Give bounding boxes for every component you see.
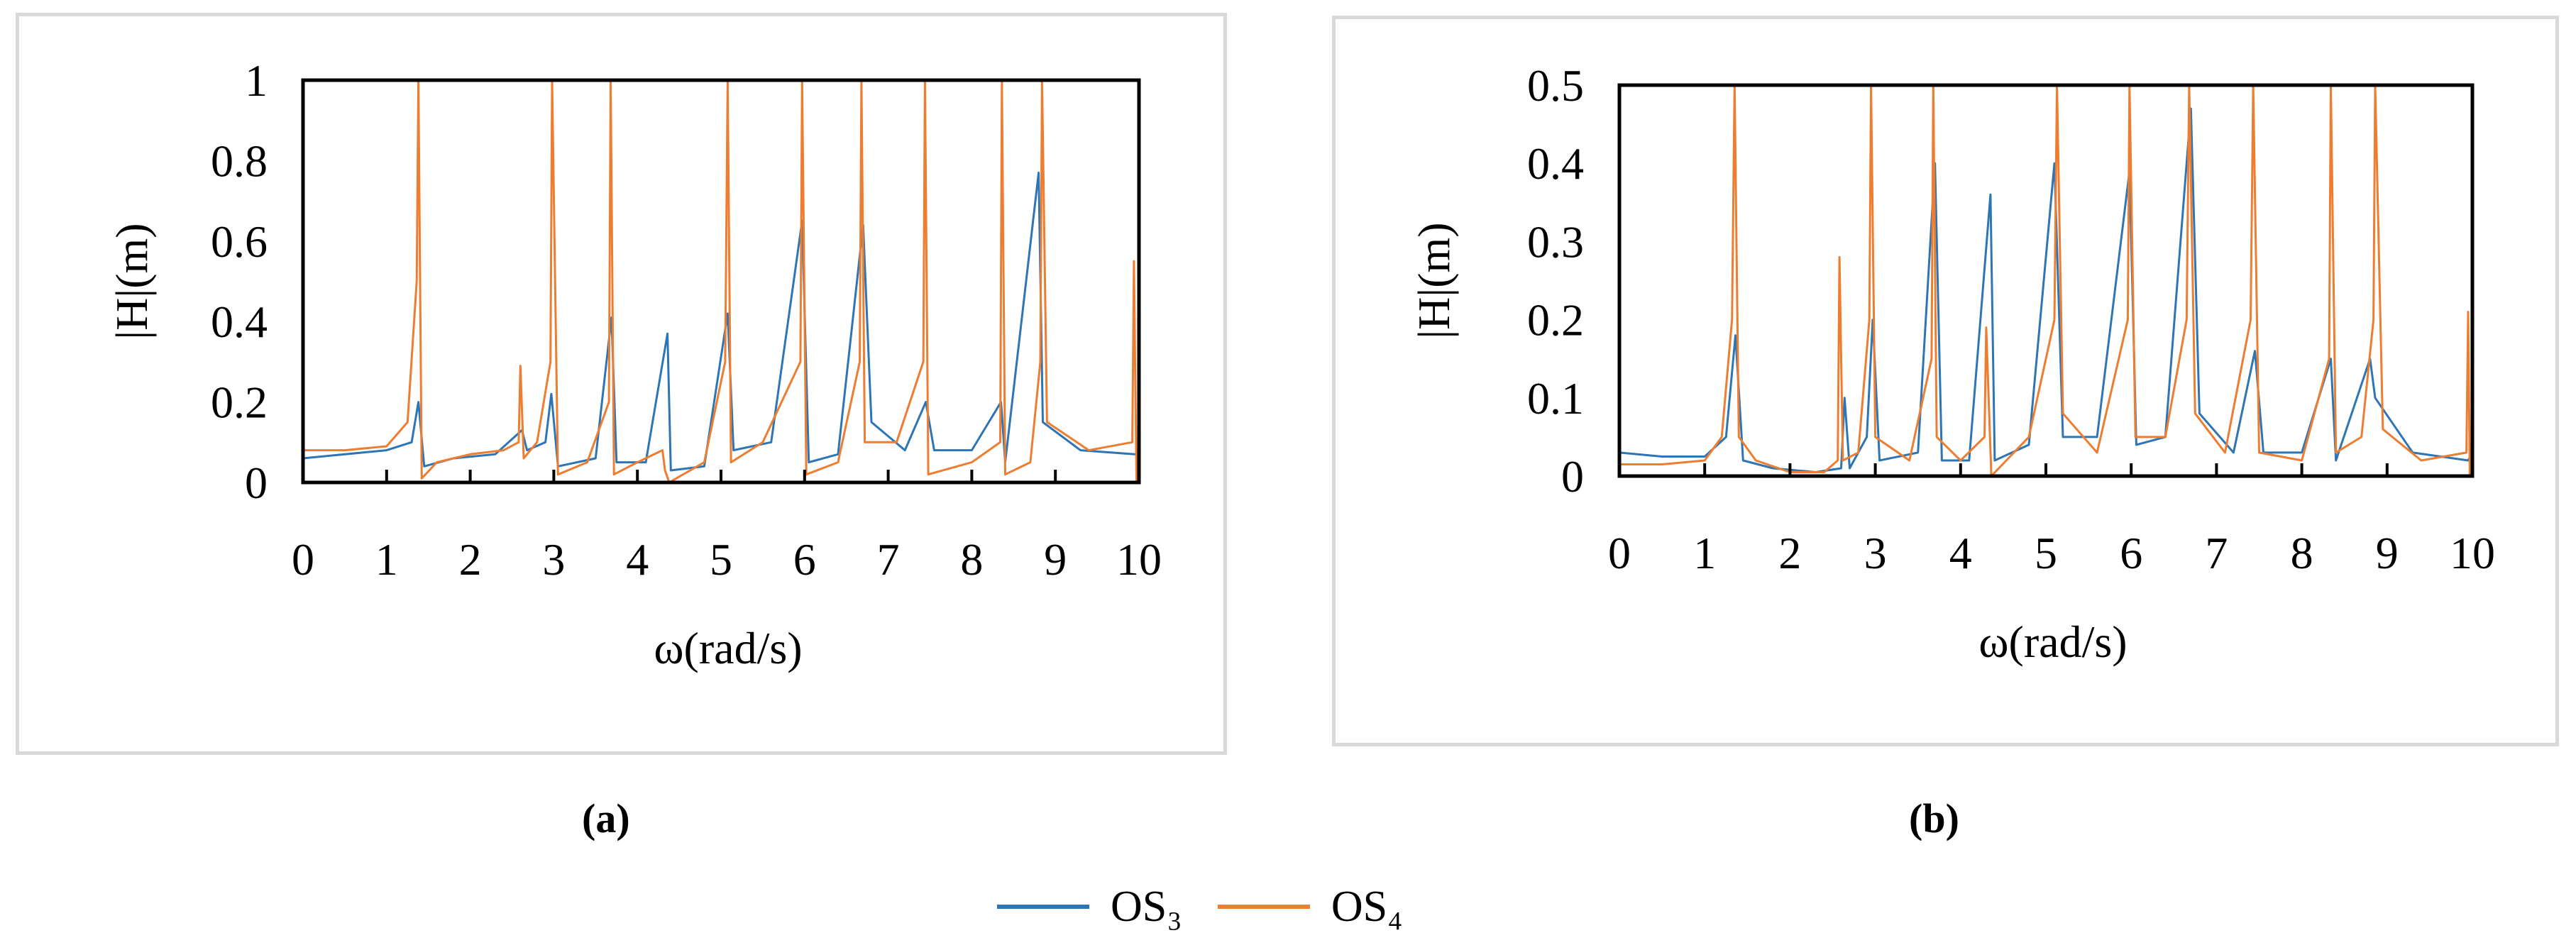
x-tick-label: 2	[459, 534, 482, 585]
y-axis-label: |H|(m)	[106, 223, 157, 339]
x-tick-label: 0	[292, 534, 314, 585]
series-line-os3	[1619, 107, 2474, 473]
x-tick-label: 5	[2035, 528, 2057, 578]
x-tick-label: 3	[542, 534, 565, 585]
x-tick-label: 6	[2120, 528, 2142, 578]
x-tick-label: 4	[626, 534, 649, 585]
y-tick-label: 0	[245, 458, 268, 508]
x-tick-label: 5	[710, 534, 732, 585]
y-tick-label: 0.1	[1527, 373, 1584, 424]
series-line-os4	[303, 79, 1140, 484]
legend-label-os3: OS₃	[1111, 882, 1182, 931]
x-tick-label: 10	[2450, 528, 2495, 578]
chart-a: 0 1 2 3 4 5 6 7 8 9 10 0 0.2 0.4 0.6 0.8 1 ω(rad/s) |H|(m)	[106, 55, 1162, 673]
plot-frame	[1617, 83, 2475, 478]
y-axis-label: |H|(m)	[1409, 222, 1459, 338]
panel-a-frame: 0 1 2 3 4 5 6 7 8 9 10 0 0.2 0.4 0.6 0.8 1 ω(rad/s) |H|(m)	[16, 13, 1227, 755]
x-tick-label: 0	[1608, 528, 1631, 578]
x-tick-label: 1	[375, 534, 398, 585]
legend-item-os4: OS₄	[1217, 882, 1403, 932]
y-tick-label: 0.5	[1527, 60, 1584, 111]
x-tick-label: 2	[1778, 528, 1801, 578]
plot-frame	[301, 78, 1141, 485]
x-tick-label: 7	[877, 534, 900, 585]
legend-item-os3: OS₃	[997, 882, 1182, 932]
y-tick-label: 0.2	[1527, 295, 1584, 346]
x-tick-label: 9	[2376, 528, 2399, 578]
legend: OS₃ OS₄	[997, 878, 1438, 935]
x-tick-label: 9	[1044, 534, 1067, 585]
panel-a-label: (a)	[582, 795, 630, 841]
y-tick-label: 1	[245, 55, 268, 106]
x-tick-label: 4	[1949, 528, 1972, 578]
chart-b: 0 1 2 3 4 5 6 7 8 9 10 0 0.1 0.2 0.3 0.4 0.5 ω(rad/s) |H|(…	[1409, 60, 2495, 667]
x-tick-label: 7	[2205, 528, 2228, 578]
y-tick-label: 0.8	[211, 136, 268, 186]
x-tick-label: 3	[1864, 528, 1887, 578]
x-tick-label: 1	[1693, 528, 1716, 578]
legend-label-os4: OS₄	[1331, 882, 1403, 931]
y-tick-label: 0.3	[1527, 216, 1584, 267]
x-axis-label: ω(rad/s)	[654, 623, 802, 673]
panel-b-label: (b)	[1909, 795, 1959, 841]
x-tick-label: 8	[2291, 528, 2313, 578]
series-line-os4	[1619, 84, 2474, 477]
y-tick-label: 0	[1561, 451, 1584, 502]
y-tick-label: 0.4	[1527, 138, 1584, 189]
y-tick-label: 0.2	[211, 377, 268, 428]
series-line-os3	[302, 171, 1139, 472]
y-tick-label: 0.4	[211, 297, 268, 347]
legend-swatch-os3	[997, 905, 1089, 909]
legend-swatch-os4	[1217, 905, 1310, 909]
y-tick-label: 0.6	[211, 216, 268, 267]
x-tick-label: 10	[1116, 534, 1162, 585]
panel-b-frame: 0 1 2 3 4 5 6 7 8 9 10 0 0.1 0.2 0.3 0.4 0.5 ω(rad/s) |H|(…	[1332, 16, 2559, 746]
x-tick-label: 6	[793, 534, 816, 585]
x-axis-label: ω(rad/s)	[1978, 617, 2127, 667]
x-tick-label: 8	[960, 534, 983, 585]
